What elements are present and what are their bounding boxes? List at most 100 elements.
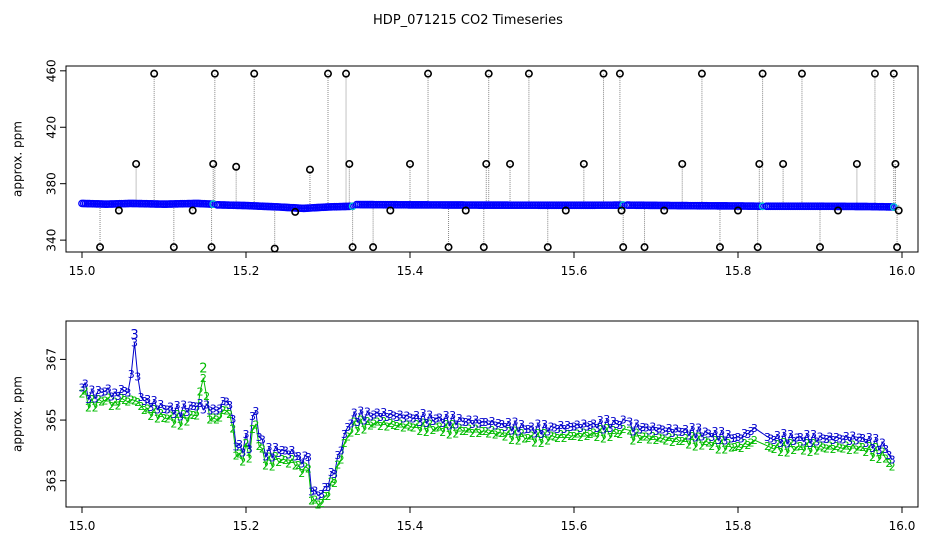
series-3-point: 3 — [721, 434, 728, 447]
x-tick-label: 15.2 — [233, 264, 260, 278]
outlier-point — [894, 206, 903, 215]
series-2-point: 2 — [269, 460, 276, 473]
y-tick-label: 365 — [45, 409, 59, 432]
series-2-point: 2 — [108, 400, 115, 413]
series-3-point: 3 — [82, 377, 89, 390]
outlier-point — [891, 159, 900, 168]
series-3-point: 3 — [170, 408, 177, 421]
series-2-point: 2 — [800, 445, 807, 458]
series-2-point: 2 — [469, 427, 476, 440]
series-2-point: 2 — [177, 420, 184, 433]
x-tick-label: 15.8 — [725, 519, 752, 533]
series-3-point: 3 — [128, 368, 135, 381]
series-3-point: 3 — [311, 485, 318, 498]
series-2-point: 2 — [436, 421, 443, 434]
series-3-point: 3 — [426, 409, 433, 422]
series-2-point: 2 — [751, 434, 758, 447]
series-2-point: 2 — [810, 437, 817, 450]
series-2-point: 2 — [275, 456, 282, 469]
series-3-point: 3 — [288, 444, 295, 457]
outlier-point — [482, 159, 491, 168]
series-2-point: 2 — [672, 432, 679, 445]
series-2-point: 2 — [538, 437, 545, 450]
series-2-point: 2 — [370, 418, 377, 431]
outlier-point — [524, 69, 533, 78]
series-3-point: 3 — [666, 422, 673, 435]
series-3-point: 3 — [462, 416, 469, 429]
outlier-point — [660, 206, 669, 215]
series-2-point: 2 — [653, 434, 660, 447]
outlier-point — [188, 206, 197, 215]
series-2-point: 2 — [272, 450, 279, 463]
series-2-point: 2 — [574, 427, 581, 440]
series-2-point: 2 — [449, 418, 456, 431]
series-2-point: 2 — [288, 453, 295, 466]
series-3-point: 3 — [853, 434, 860, 447]
series-2-point: 2 — [439, 426, 446, 439]
series-3-point: 3 — [200, 404, 207, 417]
series-3-point: 3 — [561, 423, 568, 436]
series-3-point: 3 — [705, 427, 712, 440]
series-3-point: 3 — [111, 386, 118, 399]
series-3-point: 3 — [882, 443, 889, 456]
series-2-point: 2 — [213, 413, 220, 426]
series-2-point: 2 — [393, 420, 400, 433]
series-2-point: 2 — [705, 437, 712, 450]
series-3-point: 3 — [833, 431, 840, 444]
series-3-point: 3 — [738, 432, 745, 445]
series-2-point: 2 — [390, 419, 397, 432]
series-3-point: 3 — [603, 413, 610, 426]
series-3-point: 3 — [243, 428, 250, 441]
series-2-point: 2 — [92, 402, 99, 415]
series-3-point: 3 — [331, 468, 338, 481]
series-2-point: 2 — [249, 423, 256, 436]
series-3-point: 3 — [807, 437, 814, 450]
series-2-point: 2 — [410, 422, 417, 435]
series-2-point: 2 — [403, 418, 410, 431]
series-3-point: 3 — [262, 450, 269, 463]
outlier-point — [852, 159, 861, 168]
series-3-point: 3 — [479, 416, 486, 429]
series-3-point: 3 — [469, 418, 476, 431]
series-3-point: 3 — [236, 438, 243, 451]
series-3-point: 3 — [377, 411, 384, 424]
series-3-point: 3 — [803, 428, 810, 441]
series-3-point: 3 — [413, 409, 420, 422]
series-3-point: 3 — [436, 412, 443, 425]
series-2-point: 2 — [216, 412, 223, 425]
y-axis-label: approx. ppm — [11, 121, 25, 197]
series-2-point: 2 — [862, 446, 869, 459]
series-3-point: 3 — [164, 403, 171, 416]
series-2-point: 2 — [325, 490, 332, 503]
series-2-point: 2 — [315, 499, 322, 512]
series-3-point: 3 — [380, 406, 387, 419]
series-2-point: 2 — [669, 436, 676, 449]
outlier-point — [758, 69, 767, 78]
series-3-point: 3 — [272, 441, 279, 454]
series-2-point: 2 — [853, 444, 860, 457]
series-2-point: 2 — [387, 417, 394, 430]
series-3-point: 3 — [407, 411, 414, 424]
series-3-point: 3 — [630, 426, 637, 439]
series-3-point: 3 — [708, 431, 715, 444]
series-3-point: 3 — [95, 384, 102, 397]
series-3-point: 3 — [587, 419, 594, 432]
series-3-point: 3 — [574, 418, 581, 431]
series-2-point: 2 — [239, 455, 246, 468]
series-3-point: 3 — [679, 426, 686, 439]
series-2-point: 2 — [708, 440, 715, 453]
series-2-point: 2 — [206, 413, 213, 426]
series-2-point: 2 — [502, 430, 509, 443]
series-3-point: 3 — [777, 437, 784, 450]
series-3-point: 3 — [190, 400, 197, 413]
series-3-point: 3 — [174, 399, 181, 412]
series-2-point: 2 — [151, 403, 158, 416]
series-2-point: 2 — [482, 425, 489, 438]
series-3-point: 3 — [600, 423, 607, 436]
series-2-point: 2 — [649, 430, 656, 443]
series-2-point: 2 — [498, 427, 505, 440]
series-3-point: 3 — [823, 433, 830, 446]
series-3-point: 3 — [351, 406, 358, 419]
series-3-point: 3 — [626, 415, 633, 428]
series-2-point: 2 — [790, 444, 797, 457]
